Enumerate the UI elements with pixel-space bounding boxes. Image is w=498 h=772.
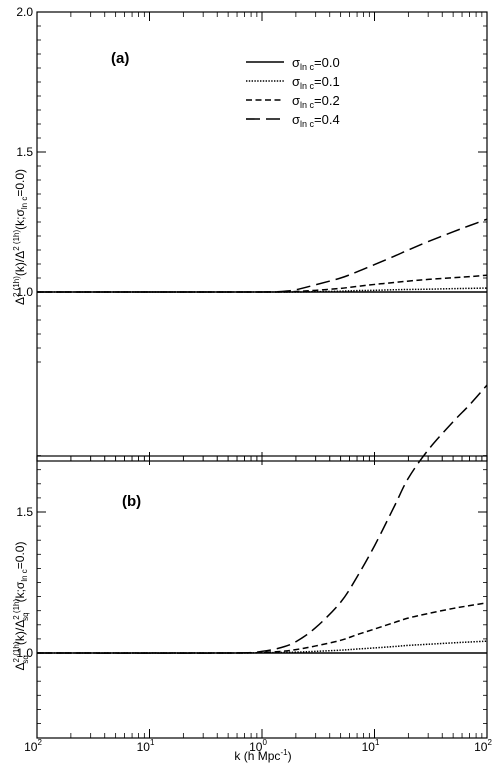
panel-b-y-tick-labels: 1.0 1.5 <box>16 505 33 660</box>
panel-b: 1.01.5 (b) Δ2 (1h)sq(k)/Δ2 (1h)sq(k;σln … <box>12 384 488 739</box>
panel-a-frame <box>36 11 488 462</box>
panel-a-legend: σln c=0.0 σln c=0.1 σln c=0.2 σln c=0.4 <box>246 55 340 129</box>
legend-entry-label: σln c=0.2 <box>292 93 340 110</box>
legend-entry-label: σln c=0.1 <box>292 74 340 91</box>
series-line-short <box>36 602 488 654</box>
legend-entry-label: σln c=0.4 <box>292 112 340 129</box>
x-tick-label: 101 <box>362 738 380 754</box>
y-tick-label: 1.5 <box>16 145 33 159</box>
series-line-long <box>36 384 488 654</box>
x-tick-labels: 102 101 100 101 102 <box>24 738 492 754</box>
x-tick-label: 101 <box>137 738 155 754</box>
panel-a-ticks <box>36 11 488 461</box>
y-tick-label: 1.0 <box>16 285 33 299</box>
series-line-long <box>37 218 488 293</box>
panel-a-y-tick-labels: 1.0 1.5 2.0 <box>16 5 33 299</box>
panel-b-series <box>36 384 488 654</box>
y-tick-label: 1.0 <box>16 646 33 660</box>
x-tick-label: 102 <box>474 738 492 754</box>
series-line-short <box>37 274 488 293</box>
legend-entry-label: σln c=0.0 <box>292 55 340 72</box>
x-tick-label: 102 <box>24 738 42 754</box>
panel-a-label: (a) <box>111 50 129 67</box>
series-line-dotted <box>37 287 488 293</box>
panel-b-frame <box>36 455 488 739</box>
x-axis-label: k (h Mpc-1) <box>234 748 291 763</box>
svg-text:Δ2 (1h)(k)/Δ2 (1h)(k;σln c=0.0: Δ2 (1h)(k)/Δ2 (1h)(k;σln c=0.0) <box>12 169 29 305</box>
y-tick-label: 1.5 <box>16 505 33 519</box>
series-line-dotted <box>36 640 488 654</box>
panel-a-series <box>37 218 488 293</box>
panel-a-y-axis-label: Δ2 (1h)(k)/Δ2 (1h)(k;σln c=0.0) <box>12 169 29 305</box>
y-tick-label: 2.0 <box>16 5 33 19</box>
panel-b-ticks <box>36 455 488 738</box>
x-tick-label: 100 <box>249 738 267 754</box>
panel-b-label: (b) <box>122 493 141 510</box>
